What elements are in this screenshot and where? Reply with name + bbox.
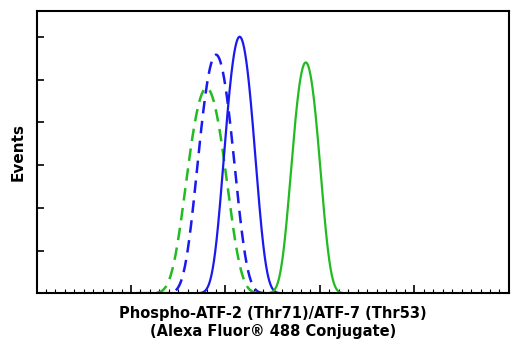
Y-axis label: Events: Events bbox=[11, 123, 26, 181]
X-axis label: Phospho-ATF-2 (Thr71)/ATF-7 (Thr53)
(Alexa Fluor® 488 Conjugate): Phospho-ATF-2 (Thr71)/ATF-7 (Thr53) (Ale… bbox=[119, 307, 426, 339]
